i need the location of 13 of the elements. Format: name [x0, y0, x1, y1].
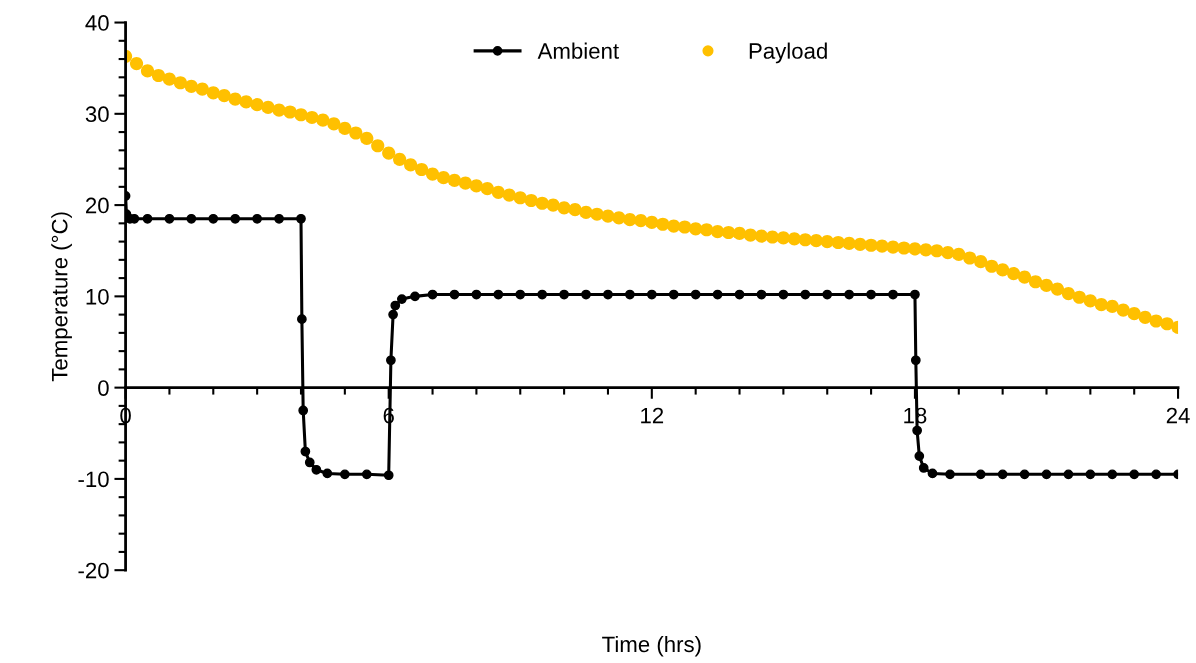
- x-axis-title: Time (hrs): [602, 635, 701, 657]
- y-tick-label: -20: [78, 562, 109, 579]
- y-tick-label: 20: [86, 197, 109, 214]
- y-tick-label: 30: [85, 106, 109, 123]
- y-tick-label: 10: [86, 288, 109, 305]
- x-tick-label: 12: [641, 407, 664, 424]
- x-tick-label: 24: [1166, 407, 1190, 424]
- legend-label: Ambient: [537, 42, 619, 59]
- y-axis-title: Temperature (°C): [51, 212, 72, 382]
- y-tick-label: 0: [98, 380, 109, 396]
- y-tick-label: 40: [85, 15, 109, 31]
- y-tick-label: -10: [78, 471, 109, 488]
- legend-label: Payload: [749, 42, 827, 64]
